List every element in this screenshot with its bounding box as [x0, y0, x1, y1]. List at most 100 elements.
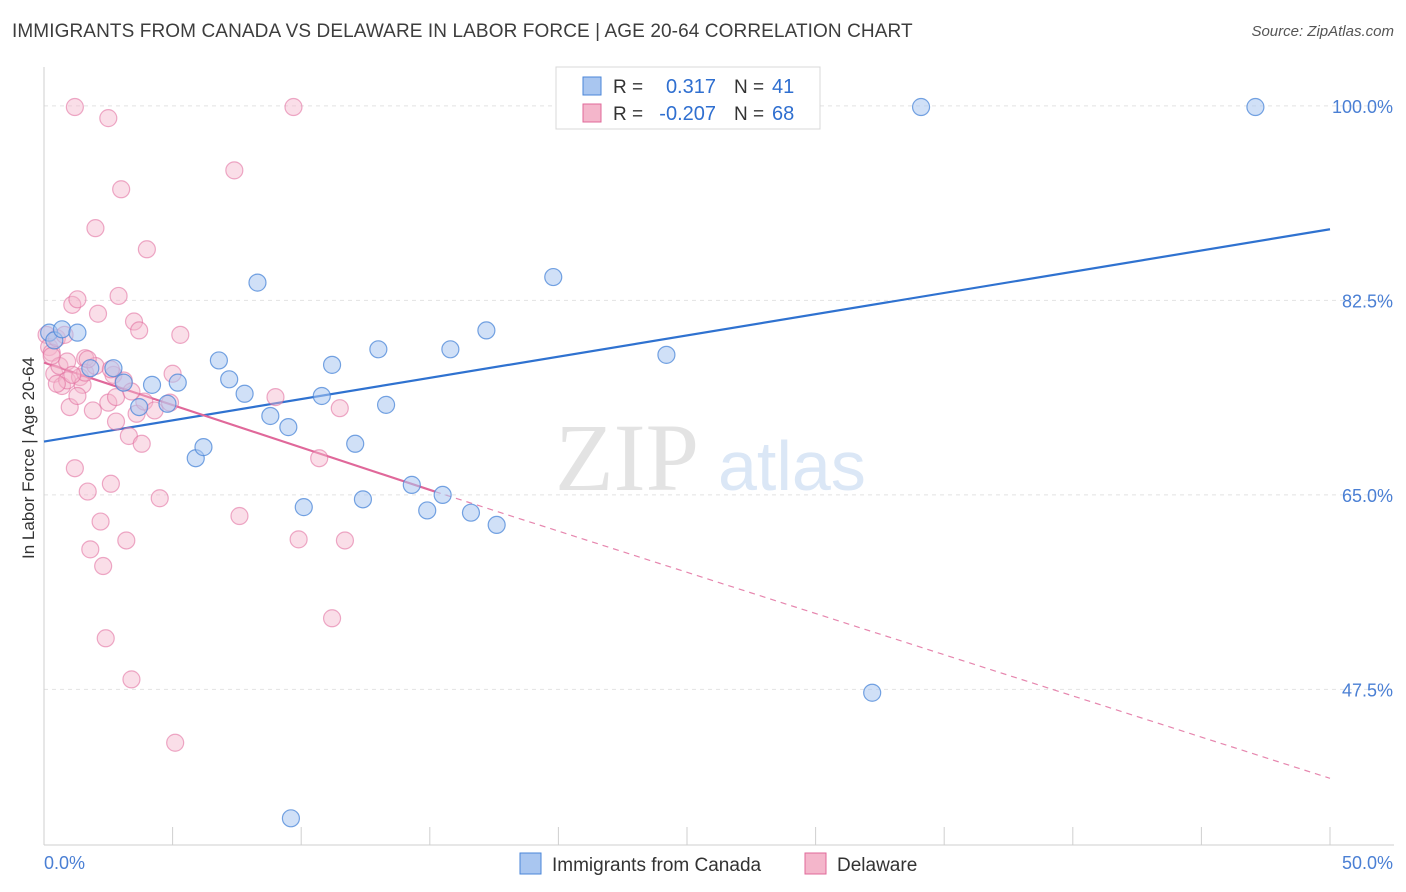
- point-delaware-27: [106, 412, 126, 431]
- source-credit: Source: ZipAtlas.com: [1251, 23, 1394, 40]
- point-delaware-10: [63, 295, 82, 314]
- axes: [43, 67, 1394, 846]
- stats-n-label-canada: N =: [734, 77, 764, 98]
- legend-swatch-canada: [519, 852, 542, 875]
- point-delaware-45: [171, 325, 190, 344]
- point-delaware-41: [150, 489, 169, 508]
- trendline-canada: [43, 228, 1331, 443]
- point-delaware-36: [130, 321, 149, 340]
- point-delaware-21: [91, 512, 110, 531]
- point-delaware-37: [132, 434, 151, 453]
- point-canada-17: [261, 406, 280, 426]
- point-delaware-55: [330, 399, 349, 418]
- point-canada-20: [312, 386, 331, 406]
- point-canada-36: [863, 683, 882, 702]
- point-delaware-25: [101, 474, 120, 493]
- legend-label-delaware: Delaware: [837, 855, 917, 876]
- legend-label-canada: Immigrants from Canada: [552, 855, 762, 876]
- stats-n-value-canada: 41: [772, 76, 794, 98]
- point-canada-12: [194, 438, 213, 457]
- point-canada-37: [911, 97, 931, 117]
- x-tick-label-1: 50.0%: [1342, 853, 1393, 873]
- y-tick-label-1: 65.0%: [1342, 486, 1393, 506]
- point-delaware-46: [65, 97, 84, 117]
- point-canada-29: [441, 340, 460, 359]
- point-delaware-11: [65, 459, 84, 478]
- point-delaware-34: [124, 312, 144, 331]
- point-canada-38: [1246, 97, 1265, 117]
- stats-r-label-canada: R =: [613, 77, 643, 98]
- point-delaware-44: [166, 733, 185, 752]
- point-canada-10: [168, 373, 187, 392]
- point-canada-23: [353, 490, 373, 509]
- point-delaware-39: [137, 240, 156, 259]
- point-canada-15: [235, 384, 254, 403]
- point-canada-3: [68, 323, 87, 342]
- point-delaware-19: [86, 219, 105, 238]
- point-delaware-16: [78, 482, 97, 501]
- point-canada-2: [52, 320, 72, 339]
- point-delaware-52: [289, 530, 308, 549]
- point-canada-4: [81, 359, 100, 378]
- point-delaware-12: [68, 290, 87, 309]
- trendline-delaware: [43, 361, 436, 493]
- point-canada-31: [477, 321, 496, 340]
- point-delaware-22: [94, 556, 113, 576]
- point-canada-7: [130, 397, 149, 417]
- y-tick-labels: 47.5% 65.0% 82.5% 100.0%: [1332, 97, 1393, 701]
- point-canada-6: [114, 373, 133, 392]
- x-tick-label-0: 0.0%: [44, 853, 85, 873]
- point-canada-25: [376, 395, 396, 414]
- point-delaware-33: [122, 670, 141, 689]
- stats-legend: R = 0.317 N = 41 R = -0.207 N = 68: [555, 66, 821, 130]
- point-canada-39: [281, 809, 301, 828]
- stats-n-label-delaware: N =: [734, 104, 764, 125]
- point-delaware-29: [112, 180, 131, 199]
- y-tick-label-2: 82.5%: [1342, 291, 1393, 311]
- point-canada-30: [461, 503, 481, 522]
- point-canada-32: [487, 515, 506, 535]
- point-canada-9: [158, 394, 177, 413]
- point-delaware-47: [99, 109, 118, 128]
- point-delaware-31: [117, 531, 136, 550]
- point-canada-22: [346, 434, 365, 453]
- series-canada-points: [40, 97, 1265, 828]
- point-canada-28: [433, 485, 452, 504]
- point-canada-8: [142, 375, 162, 394]
- y-axis-label: In Labor Force | Age 20-64: [19, 357, 38, 559]
- watermark-atlas: atlas: [718, 427, 866, 505]
- point-delaware-51: [284, 97, 303, 117]
- point-canada-27: [418, 501, 437, 520]
- point-canada-24: [369, 340, 388, 359]
- point-canada-26: [402, 475, 421, 494]
- series-delaware-points: [37, 97, 355, 752]
- chart-title: IMMIGRANTS FROM CANADA VS DELAWARE IN LA…: [12, 21, 913, 42]
- point-delaware-18: [83, 401, 102, 420]
- stats-swatch-delaware: [582, 103, 602, 123]
- legend-swatch-delaware: [804, 852, 827, 875]
- point-delaware-53: [310, 449, 329, 468]
- point-delaware-61: [68, 386, 87, 406]
- stats-r-value-delaware: -0.207: [659, 103, 716, 125]
- point-delaware-50: [266, 387, 285, 407]
- series-legend: Immigrants from Canada Delaware: [519, 852, 917, 876]
- point-canada-35: [657, 345, 676, 364]
- point-delaware-17: [81, 540, 100, 559]
- point-canada-33: [544, 267, 563, 287]
- stats-r-value-canada: 0.317: [666, 76, 716, 98]
- watermark: ZIP atlas: [555, 404, 866, 511]
- point-delaware-66: [42, 346, 61, 366]
- point-delaware-62: [47, 374, 66, 393]
- stats-swatch-canada: [582, 76, 602, 96]
- point-delaware-20: [88, 304, 108, 323]
- stats-r-label-delaware: R =: [613, 104, 643, 125]
- point-delaware-56: [335, 531, 355, 550]
- point-delaware-54: [322, 609, 342, 628]
- point-canada-14: [220, 370, 239, 389]
- point-delaware-48: [225, 161, 244, 180]
- point-canada-21: [322, 355, 342, 374]
- point-canada-18: [279, 418, 298, 437]
- x-tick-labels: 0.0% 50.0%: [44, 853, 1393, 873]
- y-tick-label-0: 47.5%: [1342, 680, 1393, 700]
